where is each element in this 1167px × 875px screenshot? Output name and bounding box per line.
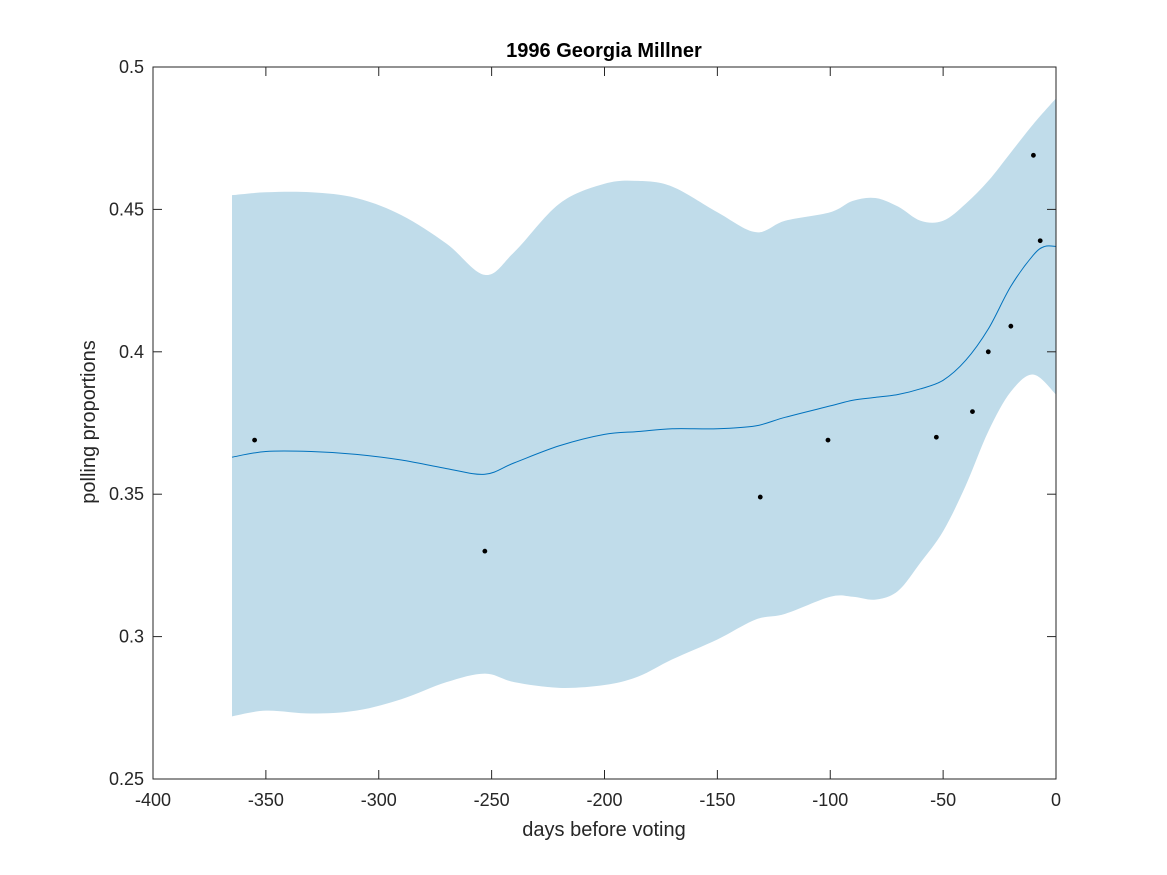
x-tick-label: 0 [1051,790,1061,810]
x-tick-label: -250 [474,790,510,810]
data-point [252,437,257,443]
x-tick-label: -300 [361,790,397,810]
y-tick-label: 0.5 [119,57,144,77]
x-tick-label: -50 [930,790,956,810]
data-point [985,349,991,355]
data-point [1031,152,1036,158]
data-point [970,409,975,415]
x-tick-label: -400 [135,790,171,810]
data-point [757,494,763,500]
data-point [1008,323,1014,329]
data-point [482,548,488,554]
y-tick-label: 0.45 [109,199,144,219]
series-line [231,245,1057,475]
y-tick-label: 0.4 [119,342,144,362]
x-tick-label: -200 [586,790,622,810]
data-point [825,437,831,443]
axes: -400 -350 -300 -250 -200 -150 -100 -50 0 0.25 0.3 0… [109,57,1061,810]
data-point [1037,238,1043,244]
x-tick-label: -100 [812,790,848,810]
chart-title: 1996 Georgia Millner [506,40,702,62]
y-tick-label: 0.35 [109,484,144,504]
x-axis-label: days before voting [522,819,685,841]
x-tick-label: -350 [248,790,284,810]
data-point [933,434,939,440]
plot-area [231,98,1057,717]
x-tick-label: -150 [699,790,735,810]
y-tick-label: 0.3 [119,627,144,647]
confidence-band [232,98,1056,717]
y-axis-label: polling proportions [78,340,100,503]
y-tick-label: 0.25 [109,769,144,789]
